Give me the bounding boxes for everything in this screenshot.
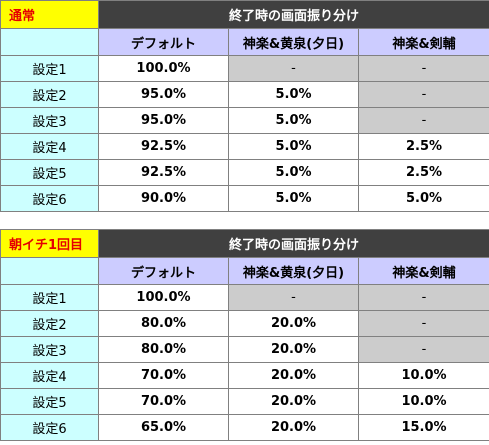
cell-value: 5.0% <box>228 81 359 108</box>
distribution-table-first-morning: 朝イチ1回目 終了時の画面振り分け デフォルト 神楽&黄泉(夕日) 神楽&剣輔 … <box>0 229 489 441</box>
table-title: 朝イチ1回目 <box>0 229 99 258</box>
table-title: 通常 <box>0 0 99 29</box>
row-label: 設定4 <box>0 133 99 160</box>
table-header: 終了時の画面振り分け <box>98 0 489 29</box>
table-row: 設定6 90.0% 5.0% 5.0% <box>0 185 489 212</box>
cell-value: - <box>358 284 489 311</box>
row-label: 設定6 <box>0 185 99 212</box>
row-label: 設定4 <box>0 362 99 389</box>
column-header-default: デフォルト <box>98 257 229 285</box>
cell-value: 20.0% <box>228 414 359 441</box>
cell-value: 92.5% <box>98 133 229 160</box>
column-header-kagura-yomi: 神楽&黄泉(夕日) <box>228 28 359 56</box>
cell-value: 5.0% <box>228 185 359 212</box>
table-row: 設定6 65.0% 20.0% 15.0% <box>0 414 489 441</box>
row-label: 設定3 <box>0 107 99 134</box>
corner-cell <box>0 28 99 56</box>
cell-value: 5.0% <box>228 159 359 186</box>
row-label: 設定5 <box>0 159 99 186</box>
cell-value: 20.0% <box>228 336 359 363</box>
cell-value: 92.5% <box>98 159 229 186</box>
row-label: 設定2 <box>0 81 99 108</box>
table-row: 設定1 100.0% - - <box>0 55 489 82</box>
cell-value: - <box>358 336 489 363</box>
table-header: 終了時の画面振り分け <box>98 229 489 258</box>
table-row: 設定2 80.0% 20.0% - <box>0 310 489 337</box>
table-row: 設定3 95.0% 5.0% - <box>0 107 489 134</box>
cell-value: 100.0% <box>98 284 229 311</box>
cell-value: 5.0% <box>228 107 359 134</box>
distribution-table-normal: 通常 終了時の画面振り分け デフォルト 神楽&黄泉(夕日) 神楽&剣輔 設定1 … <box>0 0 489 212</box>
cell-value: 70.0% <box>98 362 229 389</box>
corner-cell <box>0 257 99 285</box>
table-row: 設定3 80.0% 20.0% - <box>0 336 489 363</box>
cell-value: 20.0% <box>228 388 359 415</box>
row-label: 設定3 <box>0 336 99 363</box>
row-label: 設定6 <box>0 414 99 441</box>
cell-value: - <box>228 55 359 82</box>
cell-value: 10.0% <box>358 362 489 389</box>
column-header-kagura-kensuke: 神楽&剣輔 <box>358 28 489 56</box>
row-label: 設定2 <box>0 310 99 337</box>
row-label: 設定1 <box>0 55 99 82</box>
column-header-kagura-yomi: 神楽&黄泉(夕日) <box>228 257 359 285</box>
cell-value: - <box>358 55 489 82</box>
cell-value: - <box>358 81 489 108</box>
table-row: 設定1 100.0% - - <box>0 284 489 311</box>
cell-value: 70.0% <box>98 388 229 415</box>
cell-value: 95.0% <box>98 107 229 134</box>
cell-value: - <box>228 284 359 311</box>
cell-value: 5.0% <box>358 185 489 212</box>
cell-value: 80.0% <box>98 336 229 363</box>
cell-value: - <box>358 107 489 134</box>
table-row: 設定4 70.0% 20.0% 10.0% <box>0 362 489 389</box>
table-row: 設定4 92.5% 5.0% 2.5% <box>0 133 489 160</box>
cell-value: 5.0% <box>228 133 359 160</box>
table-row: 設定5 92.5% 5.0% 2.5% <box>0 159 489 186</box>
column-header-kagura-kensuke: 神楽&剣輔 <box>358 257 489 285</box>
table-row: 設定5 70.0% 20.0% 10.0% <box>0 388 489 415</box>
cell-value: - <box>358 310 489 337</box>
cell-value: 20.0% <box>228 362 359 389</box>
table-row: 設定2 95.0% 5.0% - <box>0 81 489 108</box>
cell-value: 90.0% <box>98 185 229 212</box>
column-header-default: デフォルト <box>98 28 229 56</box>
cell-value: 10.0% <box>358 388 489 415</box>
cell-value: 100.0% <box>98 55 229 82</box>
cell-value: 80.0% <box>98 310 229 337</box>
cell-value: 2.5% <box>358 159 489 186</box>
row-label: 設定1 <box>0 284 99 311</box>
cell-value: 95.0% <box>98 81 229 108</box>
cell-value: 20.0% <box>228 310 359 337</box>
cell-value: 2.5% <box>358 133 489 160</box>
cell-value: 65.0% <box>98 414 229 441</box>
cell-value: 15.0% <box>358 414 489 441</box>
row-label: 設定5 <box>0 388 99 415</box>
